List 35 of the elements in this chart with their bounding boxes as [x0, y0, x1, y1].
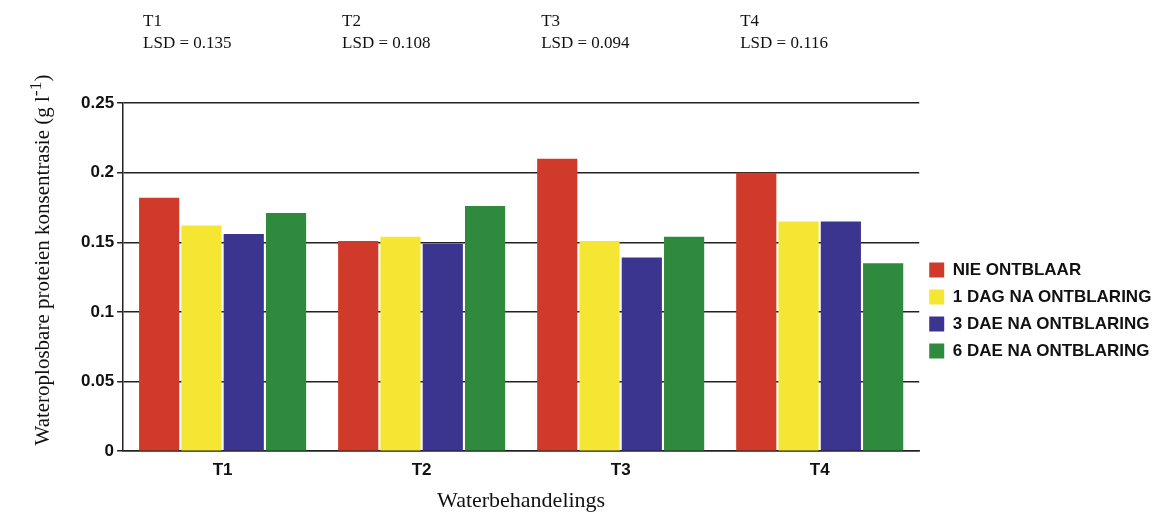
bar: [223, 233, 264, 451]
legend-label: 6 DAE NA ONTBLARING: [952, 340, 1150, 360]
bar: [265, 213, 307, 451]
x-tick-label: T2: [411, 460, 432, 480]
bar: [736, 172, 777, 451]
legend-label: 3 DAE NA ONTBLARING: [952, 313, 1150, 333]
y-tick-label: 0.05: [80, 371, 115, 391]
bar: [778, 221, 819, 451]
bar: [181, 225, 222, 451]
y-tick-label: 0.15: [80, 231, 115, 251]
y-tick-label: 0.1: [90, 301, 115, 321]
y-tick-label: 0.25: [80, 92, 115, 112]
bar: [579, 240, 620, 451]
bar: [139, 197, 180, 451]
text: T4 LSD = 0.116: [740, 10, 829, 52]
x-tick-label: T4: [809, 460, 831, 480]
x-axis-title: Waterbehandelings: [437, 486, 606, 512]
bar: [338, 240, 379, 451]
bar: [537, 158, 578, 451]
bar: [863, 263, 904, 451]
x-tick-label: T3: [610, 460, 631, 480]
bar: [664, 236, 705, 451]
bar: [380, 236, 421, 451]
legend-label: 1 DAG NA ONTBLARING: [952, 286, 1152, 306]
y-tick-label: 0.2: [90, 162, 115, 182]
text: T1 LSD = 0.135: [143, 10, 232, 52]
bar: [621, 257, 662, 451]
y-tick-label: 0: [104, 440, 115, 460]
text: T2 LSD = 0.108: [342, 10, 431, 52]
bar: [422, 243, 463, 451]
bar: [464, 206, 506, 451]
bar: [820, 221, 861, 451]
text: T3 LSD = 0.094: [541, 10, 631, 52]
legend-label: NIE ONTBLAAR: [952, 259, 1082, 279]
x-tick-label: T1: [212, 460, 233, 480]
